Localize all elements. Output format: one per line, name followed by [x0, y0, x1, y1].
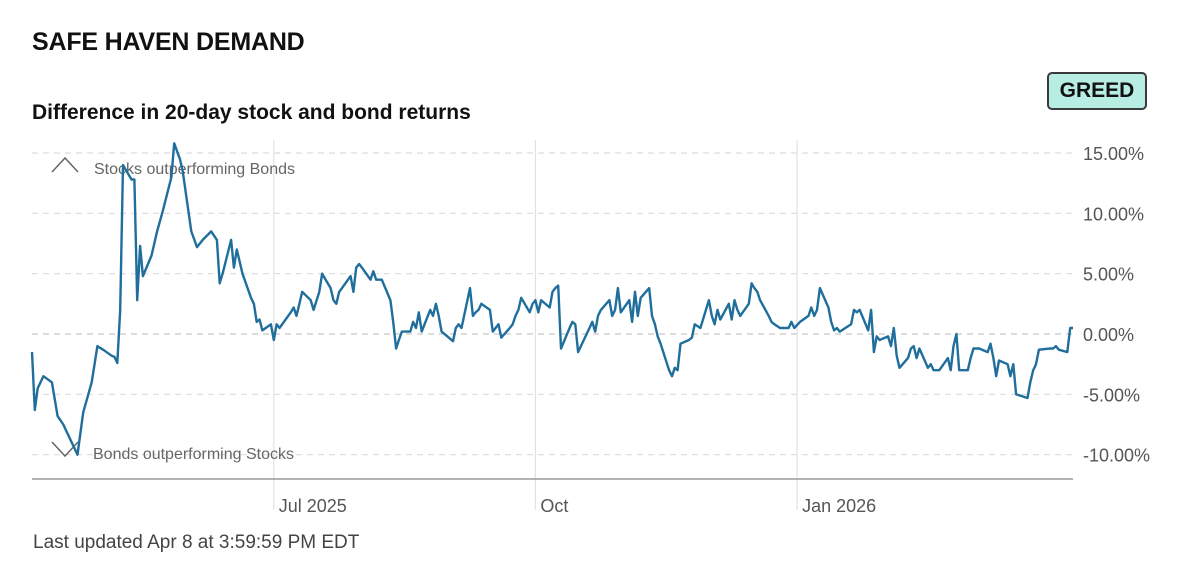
chevron-up-icon: [51, 156, 79, 173]
annotation-bottom: Bonds outperforming Stocks: [93, 446, 294, 463]
safe-haven-chart: Stocks outperforming Bonds Bonds outperf…: [30, 140, 1150, 516]
annotation-top: Stocks outperforming Bonds: [94, 161, 295, 178]
series-line: [30, 142, 1073, 456]
x-tick-label: Jul 2025: [279, 496, 347, 516]
page-title: SAFE HAVEN DEMAND: [32, 28, 305, 56]
x-tick-labels: Jul 2025 Oct Jan 2026: [279, 496, 876, 516]
x-tick-label: Oct: [540, 496, 568, 516]
chart-subtitle: Difference in 20-day stock and bond retu…: [32, 101, 471, 124]
y-tick-label: 10.00%: [1083, 204, 1144, 224]
y-tick-labels: 15.00% 10.00% 5.00% 0.00% -5.00% -10.00%: [1083, 144, 1150, 466]
x-tick-label: Jan 2026: [802, 496, 876, 516]
annotations: Stocks outperforming Bonds Bonds outperf…: [51, 156, 295, 463]
y-tick-label: 5.00%: [1083, 265, 1134, 285]
y-tick-label: 15.00%: [1083, 144, 1144, 164]
last-updated: Last updated Apr 8 at 3:59:59 PM EDT: [33, 532, 360, 553]
gridlines: [32, 152, 1073, 456]
y-tick-label: -5.00%: [1083, 385, 1140, 405]
y-tick-label: -10.00%: [1083, 446, 1150, 466]
y-tick-label: 0.00%: [1083, 325, 1134, 345]
sentiment-badge: GREED: [1047, 72, 1147, 110]
